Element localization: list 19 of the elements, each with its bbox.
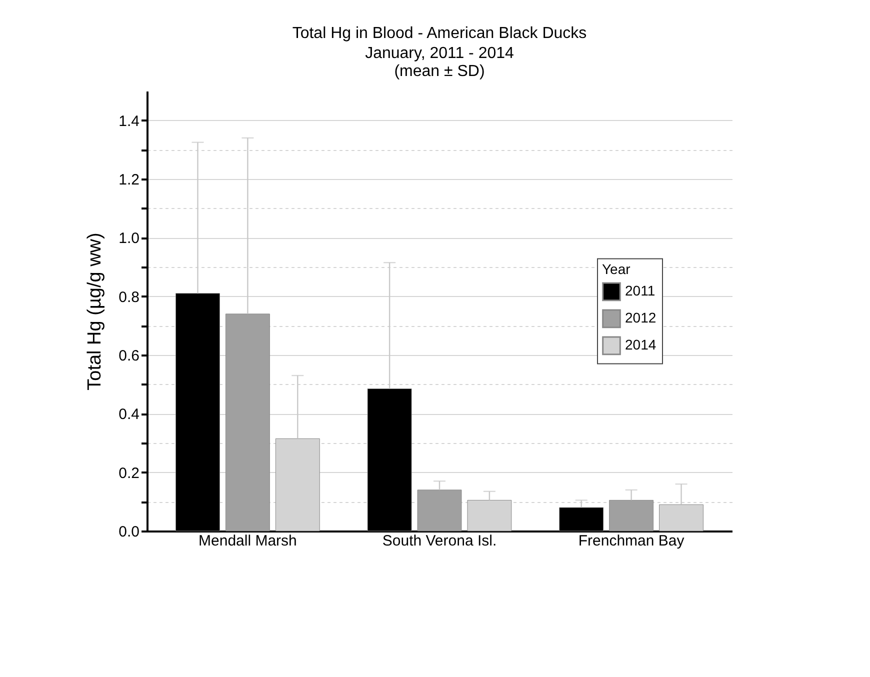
- y-tick-label: 0.0: [118, 524, 140, 540]
- x-tick-label: Mendall Marsh: [198, 532, 297, 550]
- y-tick-label: 0.8: [118, 288, 140, 306]
- legend-label: 2011: [625, 282, 656, 299]
- y-tick-label: 1.2: [118, 172, 140, 188]
- legend-label: 2014: [625, 336, 656, 353]
- text: (mean ± SD): [394, 63, 485, 80]
- x-tick-label: Frenchman Bay: [578, 532, 685, 550]
- y-tick-label: 0.4: [118, 406, 140, 424]
- chart-title: Total Hg in Blood - American Black Ducks: [292, 25, 587, 42]
- y-tick-label: 0.2: [118, 464, 140, 482]
- x-tick-label: South Verona Isl.: [382, 532, 497, 550]
- legend-title: Year: [602, 261, 631, 278]
- legend-label: 2012: [625, 310, 656, 326]
- y-tick-label: 1.4: [118, 112, 140, 130]
- y-tick-label: 0.6: [118, 348, 140, 364]
- chart-subtitle: January, 2011 - 2014: [365, 45, 514, 62]
- y-tick-label: 1.0: [118, 230, 140, 248]
- y-axis-title: Total Hg (µg/g ww): [84, 232, 106, 390]
